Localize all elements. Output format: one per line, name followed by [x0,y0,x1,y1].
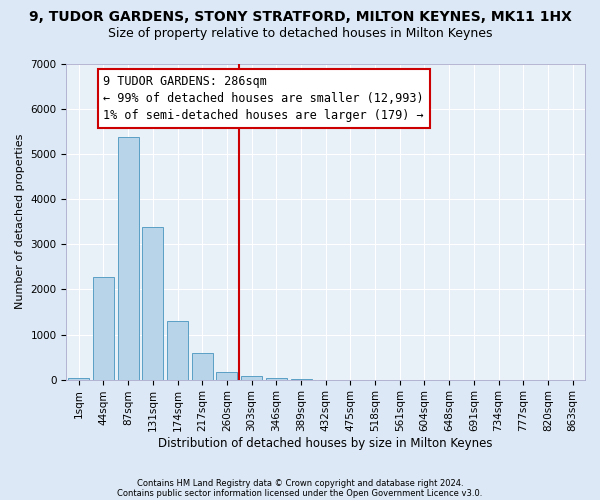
Text: 9 TUDOR GARDENS: 286sqm
← 99% of detached houses are smaller (12,993)
1% of semi: 9 TUDOR GARDENS: 286sqm ← 99% of detache… [103,76,424,122]
Text: Contains public sector information licensed under the Open Government Licence v3: Contains public sector information licen… [118,488,482,498]
Text: Contains HM Land Registry data © Crown copyright and database right 2024.: Contains HM Land Registry data © Crown c… [137,478,463,488]
Bar [241,376,262,380]
Y-axis label: Number of detached properties: Number of detached properties [15,134,25,310]
X-axis label: Distribution of detached houses by size in Milton Keynes: Distribution of detached houses by size … [158,437,493,450]
Bar [68,378,89,380]
Bar [192,354,213,380]
Bar [118,137,139,380]
Bar [217,372,238,380]
Text: 9, TUDOR GARDENS, STONY STRATFORD, MILTON KEYNES, MK11 1HX: 9, TUDOR GARDENS, STONY STRATFORD, MILTO… [29,10,571,24]
Bar [93,277,114,380]
Bar [167,321,188,380]
Bar [142,227,163,380]
Bar [266,378,287,380]
Text: Size of property relative to detached houses in Milton Keynes: Size of property relative to detached ho… [108,28,492,40]
